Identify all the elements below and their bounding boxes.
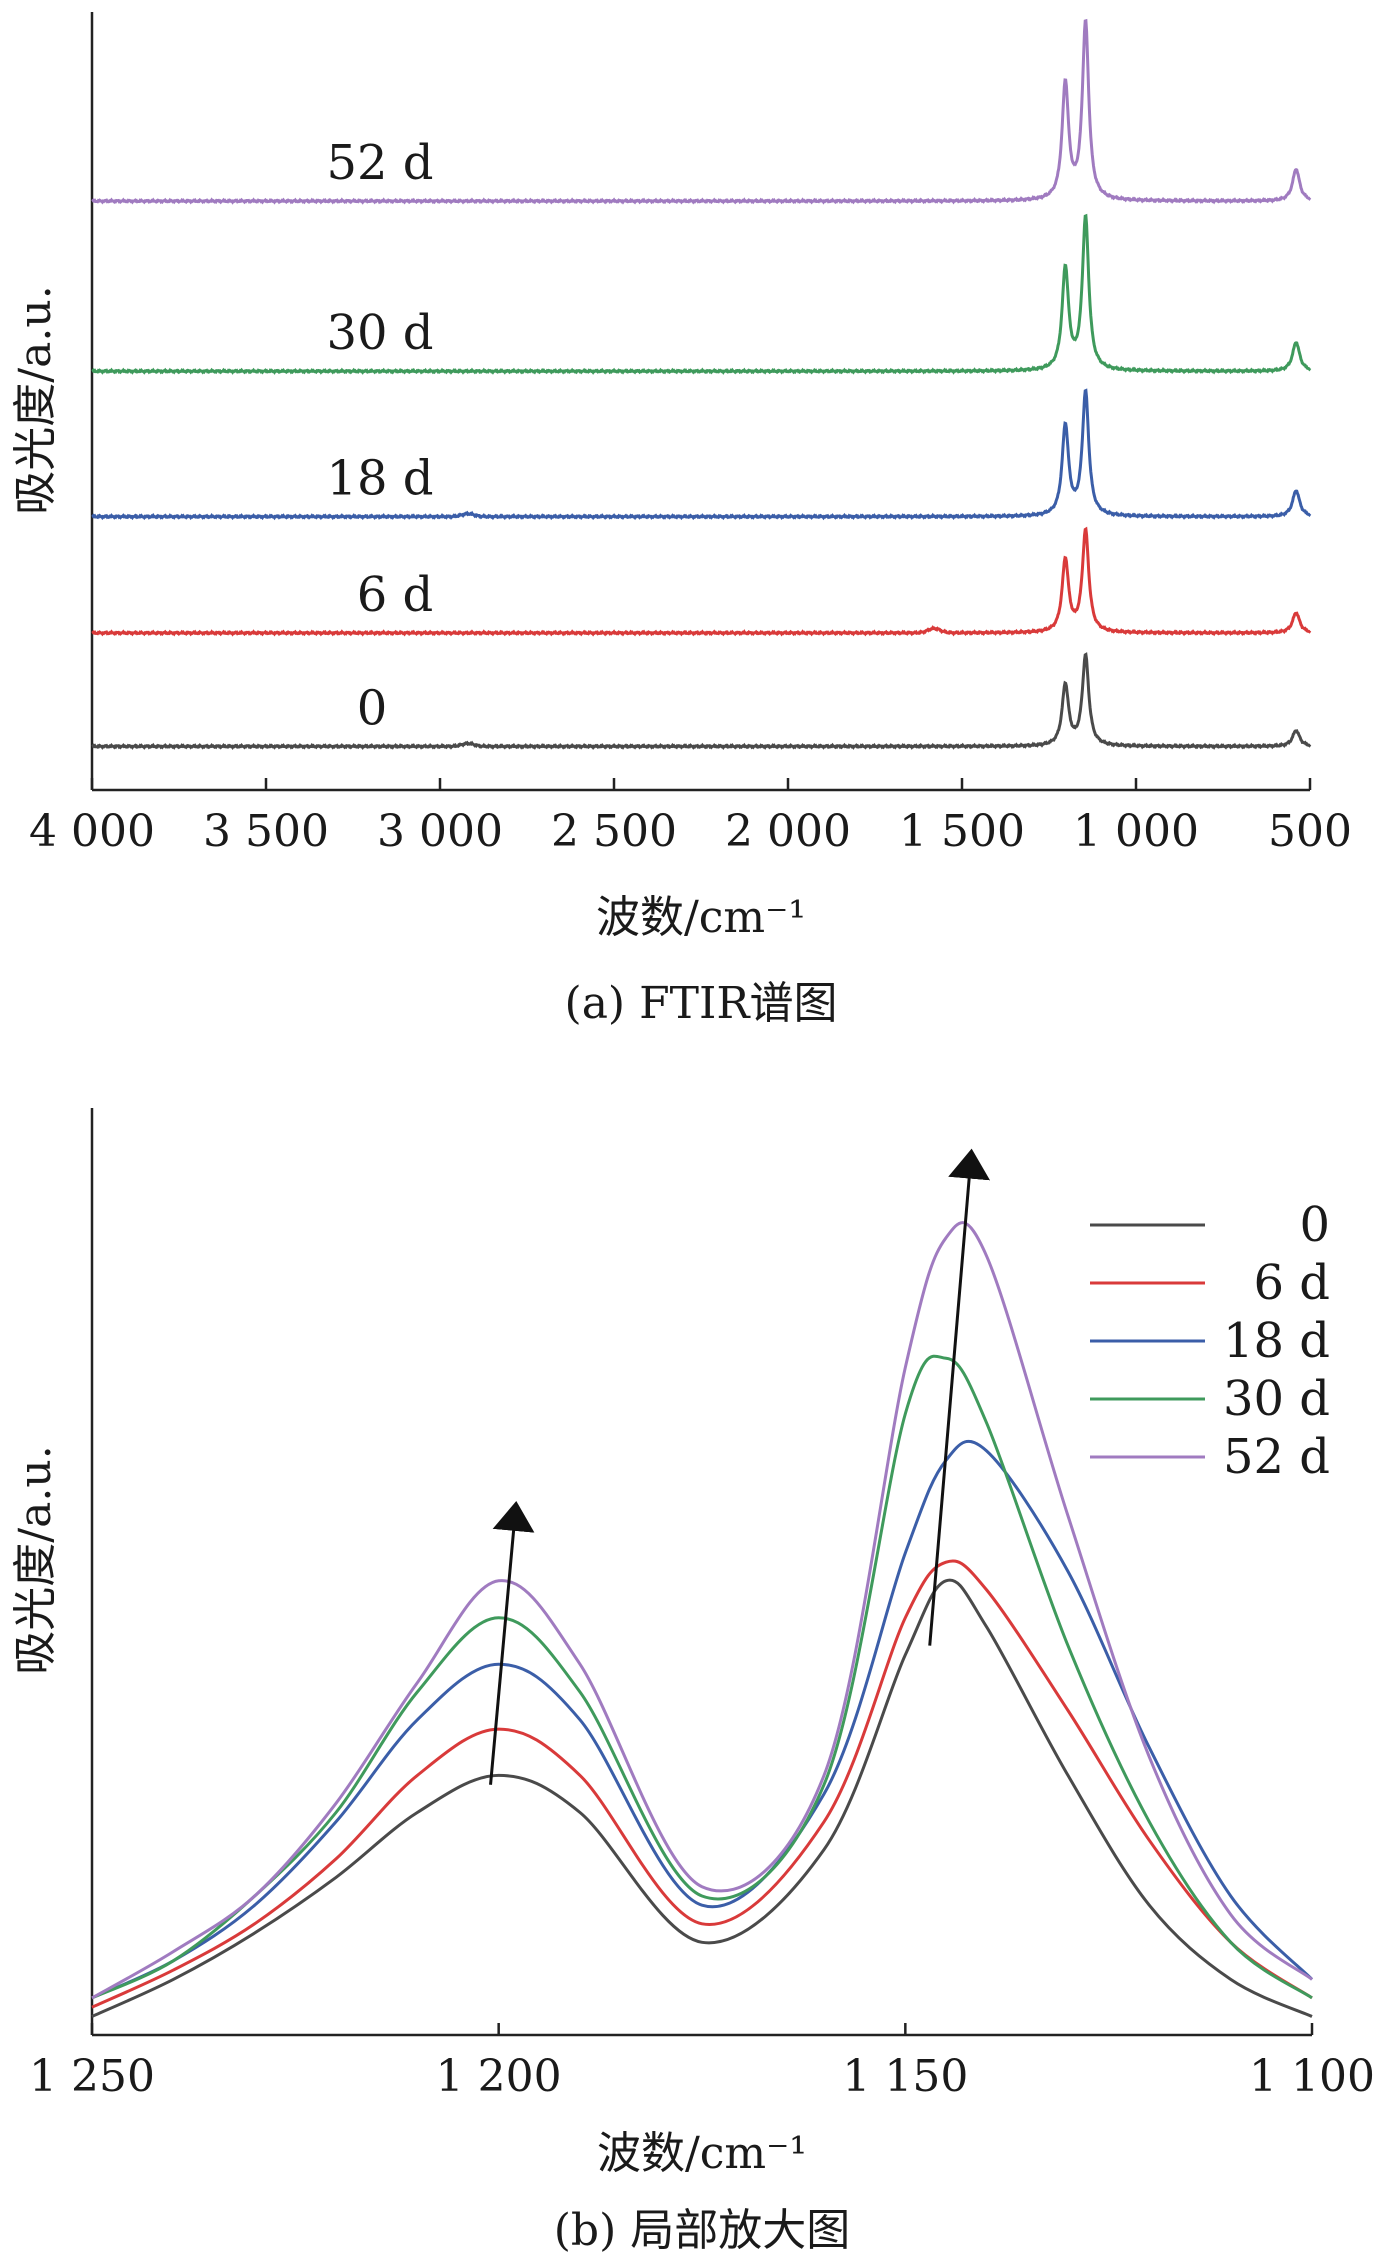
panel-b-legend-label-0: 0 bbox=[1299, 1197, 1330, 1253]
panel-b-x-tick-label: 1 150 bbox=[842, 2051, 968, 2102]
panel-a-series-label-0: 0 bbox=[357, 680, 388, 736]
panel-b-legend: 06 d18 d30 d52 d bbox=[1090, 1197, 1330, 1485]
panel-a-x-tick-label: 500 bbox=[1268, 806, 1352, 857]
panel-a-x-tick-label: 1 500 bbox=[899, 806, 1025, 857]
panel-a-x-tick-label: 3 500 bbox=[203, 806, 329, 857]
panel-a-series-0-line bbox=[91, 652, 1312, 751]
panel-b-local-zoom: 1 250 1 200 1 150 1 100 06 d18 d30 d52 d 波数… bbox=[10, 1108, 1375, 2256]
panel-b-x-tick-label: 1 100 bbox=[1249, 2051, 1375, 2102]
panel-a-series-30-d-line bbox=[91, 213, 1312, 375]
panel-a-caption: (a) FTIR谱图 bbox=[565, 978, 838, 1029]
panel-a-series-6-d-line bbox=[91, 526, 1312, 637]
panel-a-ftir-spectrum: 4 000 3 500 3 000 2 500 2 000 1 500 1 000 500 0… bbox=[10, 12, 1352, 1029]
panel-b-series-52-d-line bbox=[91, 1221, 1313, 2000]
panel-b-series-18-d-line bbox=[91, 1439, 1314, 2000]
panel-a-x-tick-label: 2 000 bbox=[725, 806, 851, 857]
panel-a-series-label-18-d: 18 d bbox=[326, 451, 433, 507]
panel-b-series-0-line bbox=[91, 1578, 1313, 2018]
panel-b-x-tick-label: 1 200 bbox=[436, 2051, 562, 2102]
panel-b-legend-label-30-d: 30 d bbox=[1223, 1371, 1330, 1427]
panel-a-x-tick-label: 3 000 bbox=[377, 806, 503, 857]
panel-a-x-tick-label: 1 000 bbox=[1073, 806, 1199, 857]
panel-a-x-axis-label: 波数/cm⁻¹ bbox=[596, 892, 806, 943]
panel-a-series-52-d-line bbox=[91, 18, 1312, 205]
panel-b-legend-label-6-d: 6 d bbox=[1253, 1255, 1330, 1311]
panel-b-x-tick-label: 1 250 bbox=[29, 2051, 155, 2102]
panel-a-x-tick-label: 4 000 bbox=[29, 806, 155, 857]
panel-b-trend-arrow bbox=[928, 1148, 991, 1646]
panel-b-caption: (b) 局部放大图 bbox=[554, 2205, 850, 2256]
panel-b-series-30-d-line bbox=[91, 1354, 1313, 2000]
panel-b-trend-arrow bbox=[489, 1500, 535, 1785]
panel-a-x-tick-label: 2 500 bbox=[551, 806, 677, 857]
panel-b-y-axis-label: 吸光度/a.u. bbox=[10, 1445, 61, 1674]
panel-a-y-axis-label: 吸光度/a.u. bbox=[10, 285, 61, 514]
panel-a-series-label-52-d: 52 d bbox=[326, 135, 433, 191]
panel-b-x-axis-label: 波数/cm⁻¹ bbox=[597, 2128, 807, 2179]
panel-b-legend-label-52-d: 52 d bbox=[1223, 1429, 1330, 1485]
panel-b-legend-label-18-d: 18 d bbox=[1223, 1313, 1330, 1369]
panel-a-series-label-30-d: 30 d bbox=[326, 305, 433, 361]
panel-b-series-6-d-line bbox=[91, 1559, 1313, 2009]
panel-a-series-label-6-d: 6 d bbox=[357, 567, 434, 623]
panel-a-series-18-d-line bbox=[91, 388, 1312, 521]
